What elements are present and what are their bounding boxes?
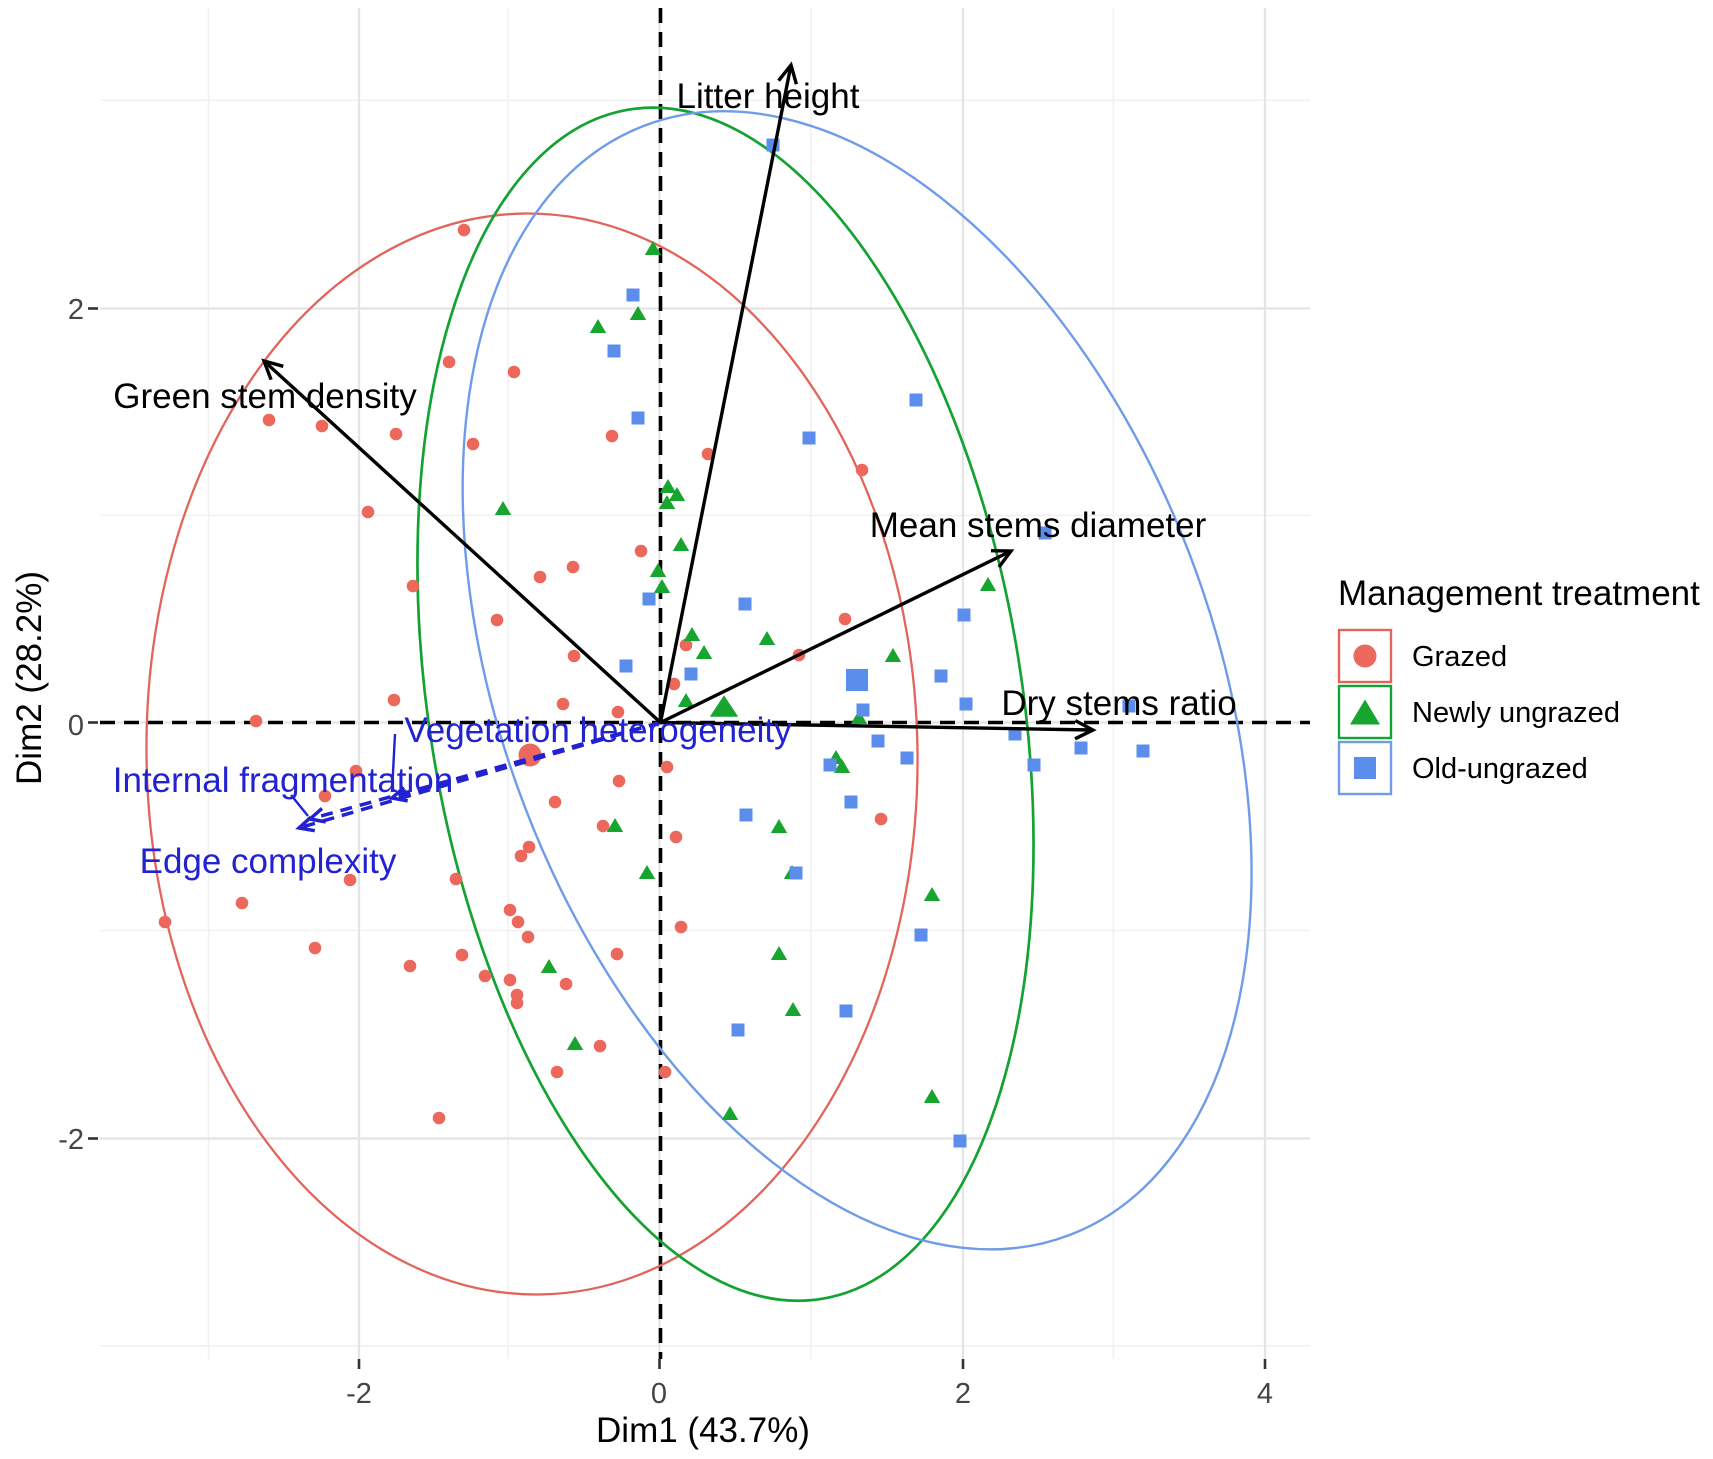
svg-text:Management treatment: Management treatment <box>1338 574 1700 613</box>
svg-text:Dim1 (43.7%): Dim1 (43.7%) <box>596 1411 810 1450</box>
svg-text:Old-ungrazed: Old-ungrazed <box>1412 753 1588 785</box>
svg-text:Dim2 (28.2%): Dim2 (28.2%) <box>10 571 49 785</box>
svg-text:-2: -2 <box>346 1378 372 1410</box>
svg-text:Litter height: Litter height <box>677 77 860 116</box>
svg-text:2: 2 <box>955 1378 971 1410</box>
svg-text:-2: -2 <box>58 1124 84 1156</box>
svg-text:Newly ungrazed: Newly ungrazed <box>1412 697 1620 729</box>
svg-text:0: 0 <box>651 1378 667 1410</box>
svg-text:Dry stems ratio: Dry stems ratio <box>1001 684 1236 723</box>
svg-text:Grazed: Grazed <box>1412 641 1507 673</box>
svg-text:Mean stems diameter: Mean stems diameter <box>870 506 1207 545</box>
svg-text:Green stem density: Green stem density <box>113 377 417 416</box>
svg-text:Internal fragmentation: Internal fragmentation <box>113 761 453 800</box>
svg-text:Edge complexity: Edge complexity <box>140 842 397 881</box>
svg-text:4: 4 <box>1257 1378 1273 1410</box>
svg-text:0: 0 <box>68 710 84 742</box>
svg-text:2: 2 <box>68 294 84 326</box>
svg-text:Vegetation heterogeneity: Vegetation heterogeneity <box>404 711 792 750</box>
